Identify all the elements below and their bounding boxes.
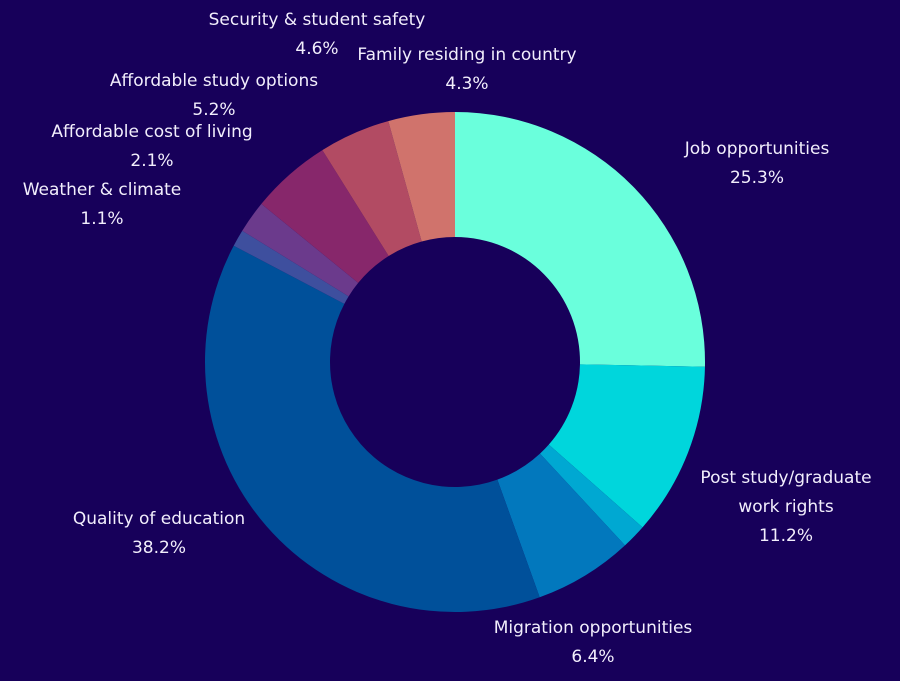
slice-label: Affordable study options	[109, 71, 319, 91]
label-quality: Quality of education 38.2%	[73, 505, 245, 563]
slice-label: work rights	[738, 497, 834, 517]
slice-value: 4.3%	[445, 74, 489, 94]
slice-value: 4.6%	[295, 39, 339, 59]
slice-label: Post study/graduate	[700, 468, 872, 488]
slice-value: 5.2%	[192, 100, 236, 120]
pie-slice-8	[322, 121, 422, 257]
label-migration: Migration opportunities 6.4%	[494, 614, 693, 672]
pie-slice-9	[388, 112, 455, 242]
slice-value: 1.1%	[80, 209, 124, 229]
label-cost-of-living: Affordable cost of living 2.1%	[51, 118, 252, 176]
slice-label: Family residing in country	[357, 45, 577, 65]
pie-slice-2	[539, 444, 643, 546]
slice-value: 38.2%	[131, 538, 187, 558]
slice-label: Migration opportunities	[493, 618, 693, 638]
pie-slice-0	[455, 112, 705, 367]
slice-value: 2.1%	[130, 151, 174, 171]
label-study-options: Affordable study options 5.2%	[110, 67, 318, 125]
pie-slice-6	[242, 203, 359, 297]
slice-label: Weather & climate	[22, 180, 182, 200]
label-family: Family residing in country 4.3%	[357, 41, 576, 99]
slice-value: 11.2%	[758, 526, 813, 546]
pie-slice-7	[261, 150, 389, 283]
pie-slice-4	[204, 245, 540, 613]
slice-label: Affordable cost of living	[51, 122, 253, 142]
slice-value: 6.4%	[571, 647, 615, 667]
pie-slice-3	[497, 453, 625, 598]
pie-slice-1	[548, 364, 705, 528]
pie-slice-5	[233, 230, 349, 304]
label-post-study: Post study/graduate work rights 11.2%	[700, 464, 871, 551]
label-security: Security & student safety 4.6%	[209, 6, 426, 64]
slice-label: Job opportunities	[684, 139, 830, 159]
slice-label: Security & student safety	[208, 10, 426, 30]
slice-value: 25.3%	[729, 168, 784, 188]
label-job-opportunities: Job opportunities 25.3%	[685, 135, 830, 193]
slice-label: Quality of education	[72, 509, 246, 529]
label-weather: Weather & climate 1.1%	[23, 176, 182, 234]
